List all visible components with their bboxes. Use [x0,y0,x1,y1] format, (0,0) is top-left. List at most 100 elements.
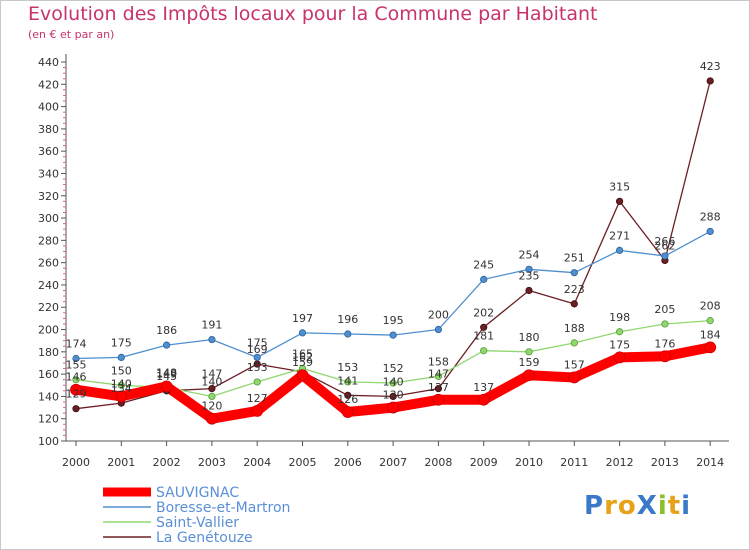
x-tick-label: 2007 [379,456,407,469]
data-point [160,380,173,393]
y-tick-label: 240 [38,279,59,292]
x-tick-label: 2008 [424,456,452,469]
data-point [480,347,488,355]
chart-axes: 100 120 140 160 180 200 220 240 260 280 300 320 340 3… [38,54,729,469]
data-label: 148 [156,366,177,379]
data-label: 137 [473,381,494,394]
data-label: 159 [292,356,313,369]
y-tick-label: 440 [38,56,59,69]
data-point [296,369,309,382]
x-tick-label: 2009 [470,456,498,469]
data-label: 208 [700,300,721,313]
data-label: 129 [66,388,87,401]
data-label: 150 [111,364,132,377]
y-tick-label: 120 [38,413,59,426]
data-label: 140 [201,375,222,388]
y-tick-label: 220 [38,301,59,314]
data-label: 245 [473,258,494,271]
x-tick-label: 2012 [606,456,634,469]
data-point [706,317,714,325]
data-point [298,329,307,337]
logo-letter: i [657,491,668,521]
y-tick-label: 260 [38,257,59,270]
data-point [72,354,80,363]
data-point [389,379,397,387]
data-label: 145 [156,370,177,383]
data-point [525,286,533,295]
y-tick-label: 160 [38,368,59,381]
y-tick-label: 180 [38,346,59,359]
data-label: 137 [428,381,449,394]
data-point [477,393,490,406]
logo-letter: P [584,491,605,521]
data-label: 141 [337,374,358,387]
data-label: 191 [201,319,222,332]
logo-letter: i [681,491,692,521]
data-label: 162 [292,351,313,364]
data-point [659,350,671,363]
data-label: 127 [247,392,268,405]
data-point [117,353,125,361]
data-label: 202 [473,306,494,319]
y-tick-label: 140 [38,390,59,403]
data-point [480,275,488,283]
data-point [253,378,261,386]
data-label: 197 [292,312,313,325]
data-label: 288 [700,210,721,223]
legend-item: La Genétouze [103,530,253,546]
legend: SAUVIGNACBoresse-et-MartronSaint-Vallier… [103,485,290,546]
data-point [661,320,669,328]
data-label: 149 [156,367,177,380]
data-point [568,371,581,384]
x-tick-label: 2001 [107,456,135,469]
data-point [253,353,261,361]
data-label: 175 [609,338,630,351]
data-point [570,300,578,308]
data-label: 174 [66,338,87,351]
data-label: 180 [519,331,540,344]
y-tick-label: 280 [38,234,59,247]
legend-label: Boresse-et-Martron [156,500,290,516]
data-point [480,323,488,331]
legend-label: La Genétouze [156,530,253,546]
data-point [661,252,669,260]
proxiti-logo: ProXiti [584,491,691,521]
data-label: 140 [111,377,132,390]
data-label: 175 [247,336,268,349]
y-tick-label: 340 [38,167,59,180]
data-label: 175 [111,336,132,349]
data-label: 159 [519,356,540,369]
data-point [432,393,445,406]
data-label: 158 [428,355,449,368]
data-label: 153 [247,361,268,374]
data-point [615,246,624,254]
data-label: 223 [564,283,585,296]
data-point [615,197,624,205]
data-point [570,339,578,347]
data-point [344,391,352,399]
data-point [389,331,397,339]
y-tick-label: 100 [38,435,59,448]
data-point [344,378,352,386]
data-label: 157 [564,358,585,371]
x-tick-label: 2010 [515,456,543,469]
data-label: 205 [654,303,675,316]
data-label: 130 [383,389,404,402]
series-points [70,77,717,425]
data-label: 181 [473,330,494,343]
data-point [570,269,578,277]
data-point [344,330,352,338]
data-point [208,335,216,344]
y-tick-label: 360 [38,145,59,158]
data-label: 176 [654,337,675,350]
x-tick-label: 2003 [198,456,226,469]
data-label: 315 [609,180,630,193]
data-label: 251 [564,252,585,265]
data-label: 195 [383,314,404,327]
data-point [434,385,442,393]
data-label: 126 [337,393,358,406]
legend-item: SAUVIGNAC [103,485,239,501]
data-label: 254 [519,248,540,261]
